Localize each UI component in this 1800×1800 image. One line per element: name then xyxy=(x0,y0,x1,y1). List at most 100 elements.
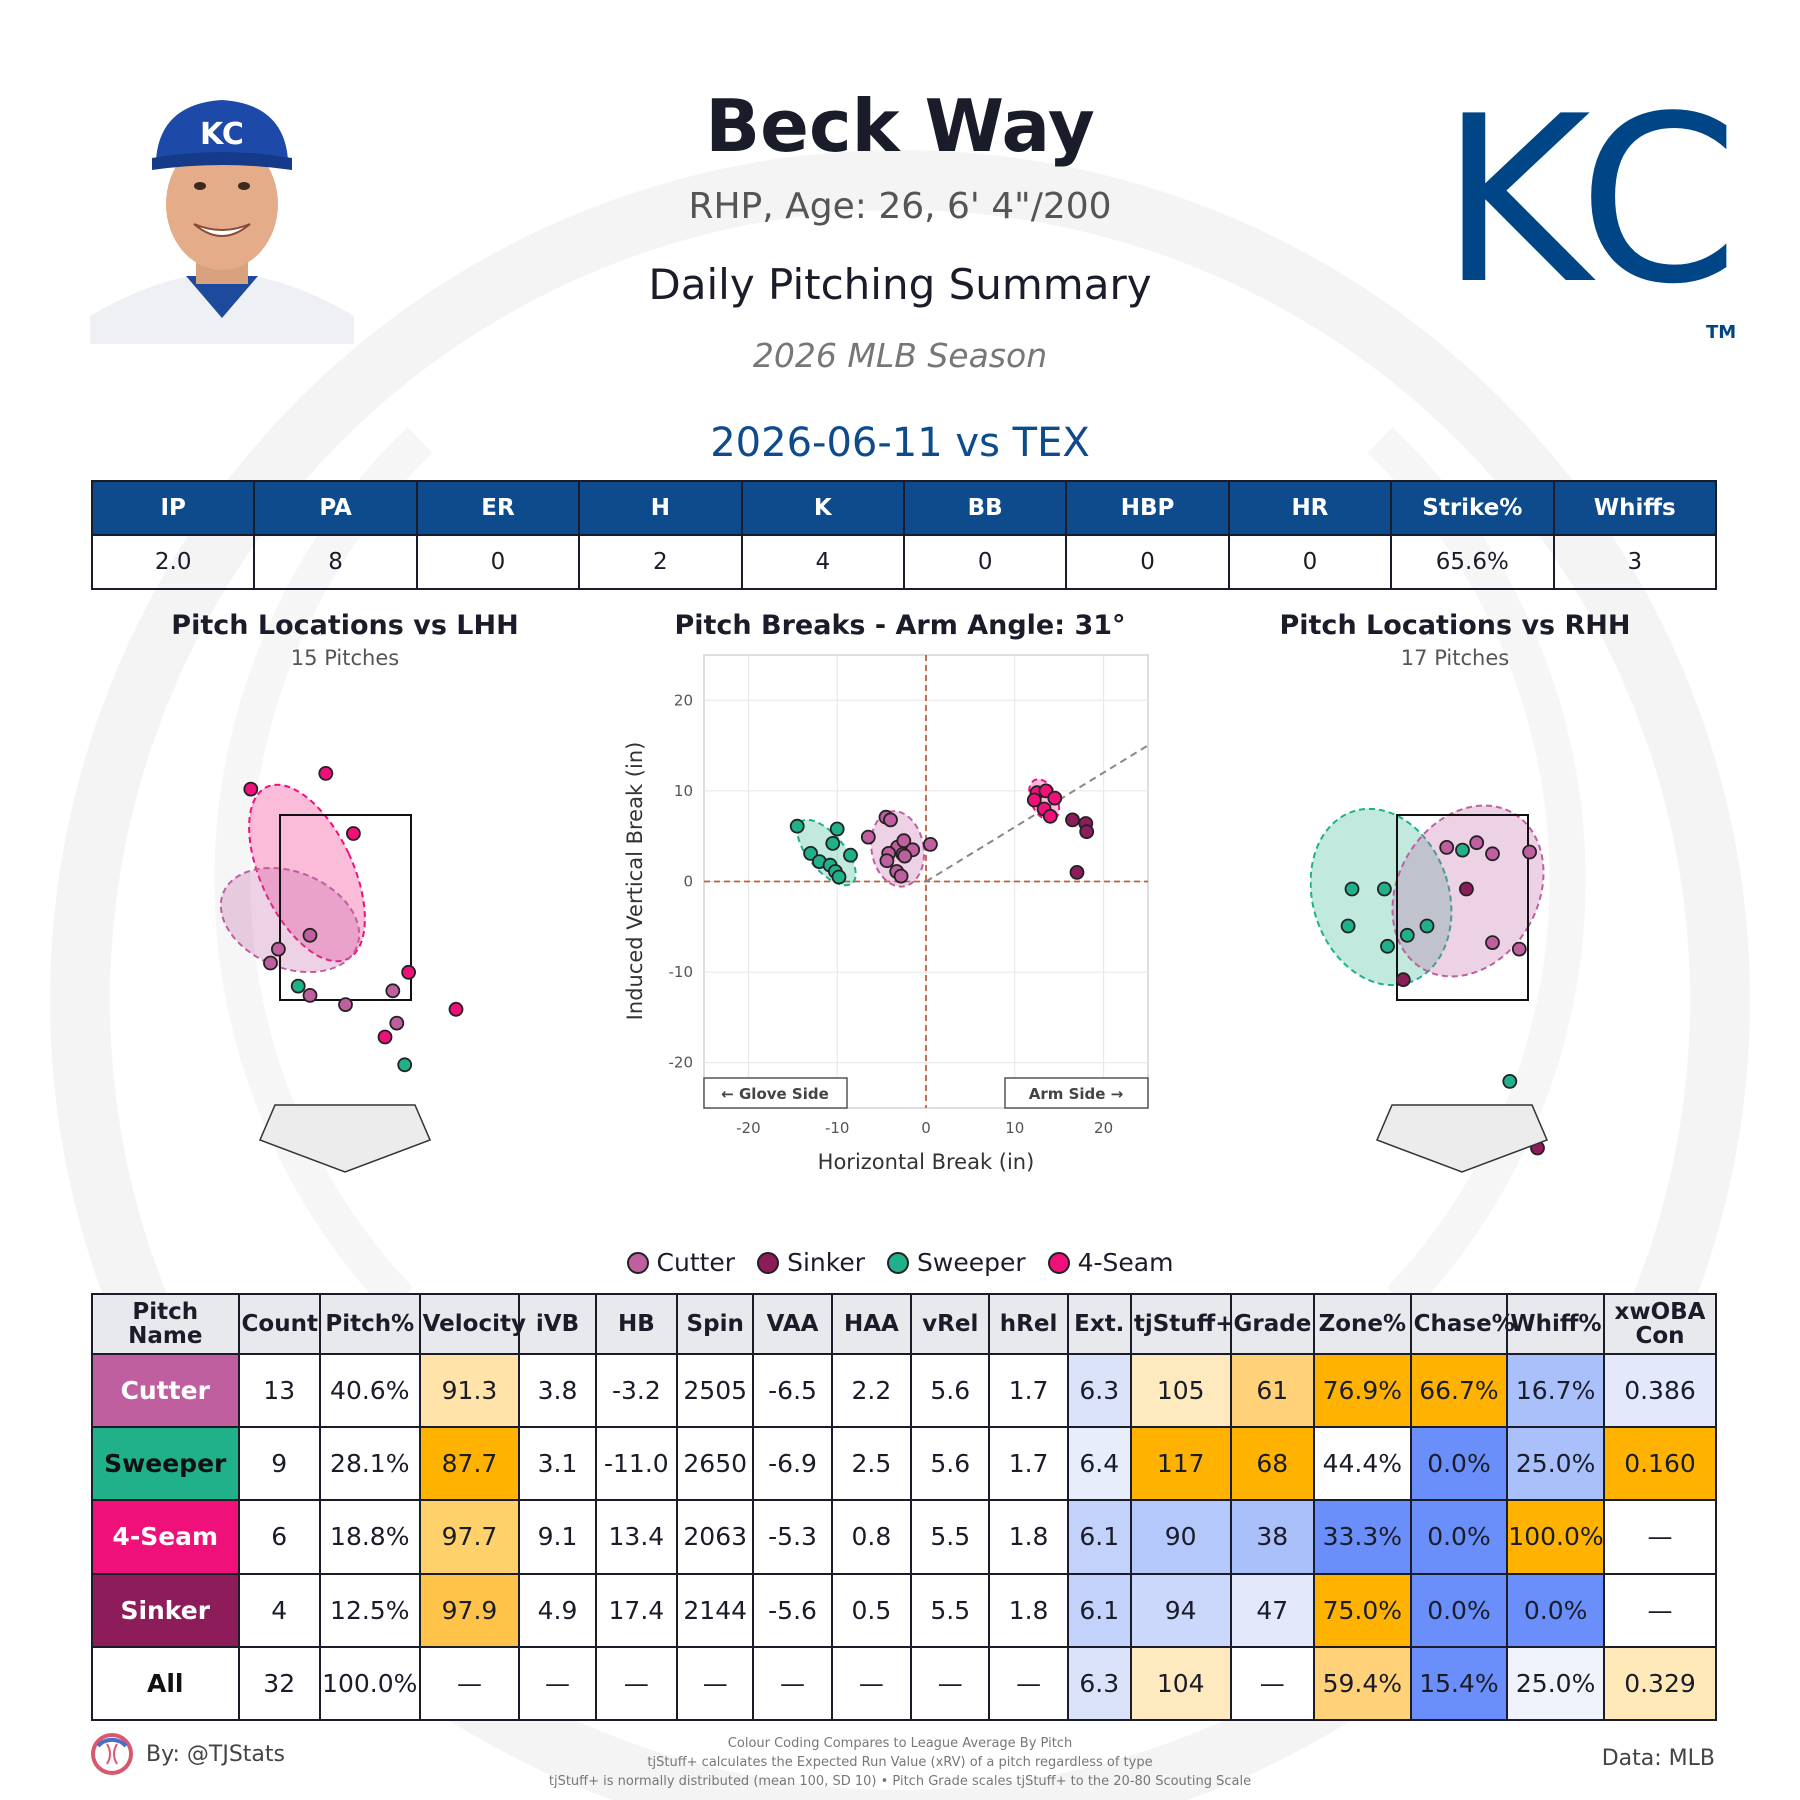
team-logo-letters: KC xyxy=(1440,80,1739,335)
table-cell: 33.3% xyxy=(1312,1499,1412,1575)
strike-zone xyxy=(1396,814,1529,1001)
game-stat-value: 65.6% xyxy=(1390,534,1555,590)
table-cell: 1.8 xyxy=(988,1572,1069,1648)
legend-label: Cutter xyxy=(656,1248,736,1277)
game-stat-value: 8 xyxy=(253,534,418,590)
break-chart-title: Pitch Breaks - Arm Angle: 31° xyxy=(674,610,1126,641)
pitch-break-point xyxy=(893,868,909,884)
table-cell: 1.7 xyxy=(988,1352,1069,1429)
game-stat-header: PA xyxy=(253,480,418,536)
table-cell: 40.6% xyxy=(318,1352,421,1429)
pitch-name-cell: All xyxy=(91,1645,240,1722)
pitch-break-point xyxy=(1047,790,1063,806)
footer-by-label: By: @TJStats xyxy=(146,1741,286,1767)
lhh-location-chart xyxy=(219,765,464,1173)
table-cell: 5.5 xyxy=(910,1572,991,1648)
table-cell: 0.0% xyxy=(1506,1572,1605,1648)
table-cell: 2.5 xyxy=(830,1426,913,1502)
table-cell: 47 xyxy=(1229,1572,1315,1648)
table-cell: — xyxy=(988,1645,1069,1722)
game-title: 2026-06-11 vs TEX xyxy=(710,420,1090,466)
table-cell: 16.7% xyxy=(1506,1352,1605,1429)
table-cell: — xyxy=(830,1645,913,1722)
table-cell: 100.0% xyxy=(318,1645,421,1722)
pitch-break-point xyxy=(1065,812,1080,828)
table-cell: 6.1 xyxy=(1066,1499,1132,1575)
footer-note-1: Colour Coding Compares to League Average… xyxy=(727,1736,1073,1751)
table-cell: 0.160 xyxy=(1602,1426,1718,1502)
footer-note-2: tjStuff+ calculates the Expected Run Val… xyxy=(647,1755,1153,1770)
pitch-table-header: Ext. xyxy=(1066,1293,1132,1355)
table-cell: 100.0% xyxy=(1506,1499,1605,1575)
legend-marker xyxy=(887,1251,909,1274)
pitch-break-point xyxy=(860,829,876,845)
pitch-table-header: Pitch Name xyxy=(91,1293,240,1355)
pitch-name-cell: Cutter xyxy=(91,1352,240,1429)
game-stat-value: 0 xyxy=(415,534,581,590)
table-cell: 2063 xyxy=(676,1499,755,1575)
pitch-break-point xyxy=(879,853,895,869)
pitch-location-point xyxy=(1458,881,1474,897)
pitch-location-point xyxy=(1380,938,1395,954)
table-cell: — xyxy=(1602,1572,1718,1648)
table-cell: 3.8 xyxy=(518,1352,597,1429)
pitch-location-point xyxy=(345,826,361,841)
table-cell: 2.2 xyxy=(830,1352,913,1429)
table-cell: 5.6 xyxy=(910,1352,991,1429)
game-stat-value: 3 xyxy=(1552,534,1718,590)
table-cell: 0.8 xyxy=(830,1499,913,1575)
pitch-location-point xyxy=(389,1015,405,1031)
table-cell: 4.9 xyxy=(518,1572,597,1648)
table-cell: 9 xyxy=(237,1426,321,1502)
pitch-break-point xyxy=(1042,808,1058,824)
table-cell: — xyxy=(910,1645,991,1722)
pitch-location-point xyxy=(243,781,259,797)
summary-title: Daily Pitching Summary xyxy=(648,260,1152,309)
pitch-location-point xyxy=(1439,840,1455,855)
table-cell: 28.1% xyxy=(318,1426,421,1502)
table-cell: 6 xyxy=(237,1499,321,1575)
pitch-table-header: Velocity xyxy=(418,1293,526,1355)
pitch-break-point xyxy=(922,836,938,852)
table-cell: 4 xyxy=(237,1572,321,1648)
table-cell: — xyxy=(518,1645,597,1722)
table-cell: 44.4% xyxy=(1312,1426,1412,1502)
table-cell: 87.7 xyxy=(418,1426,521,1502)
table-row: All 32 100.0% — — — — — — — —6.3 104—59.4% 15.4% 25.0… xyxy=(91,1645,1718,1722)
pitch-location-point xyxy=(1377,881,1392,897)
pitch-location-point xyxy=(318,765,334,781)
table-cell: — xyxy=(1229,1645,1315,1722)
trademark-mark: TM xyxy=(1706,322,1736,343)
table-cell: 0.0% xyxy=(1409,1426,1509,1502)
legend-item: Sinker xyxy=(757,1248,865,1277)
footer-notes: Colour Coding Compares to League Average… xyxy=(500,1734,1300,1791)
pitch-metrics-table: Pitch Name Count Pitch% Velocity iVB HB Spin VA… xyxy=(91,1293,1718,1722)
table-cell: 38 xyxy=(1229,1499,1315,1575)
table-cell: 12.5% xyxy=(318,1572,421,1648)
table-cell: -6.5 xyxy=(752,1352,833,1429)
table-cell: 2144 xyxy=(676,1572,755,1648)
table-cell: 6.4 xyxy=(1066,1426,1132,1502)
game-stat-value: 0 xyxy=(1065,534,1230,590)
pitch-location-point xyxy=(1485,935,1500,951)
game-stat-header: ER xyxy=(415,480,581,536)
pitch-break-point xyxy=(1069,864,1085,880)
pitch-location-point xyxy=(1502,1073,1518,1089)
team-logo: KC TM xyxy=(1440,80,1739,343)
game-stat-value: 4 xyxy=(740,534,905,590)
table-cell: 90 xyxy=(1129,1499,1232,1575)
table-cell: 59.4% xyxy=(1312,1645,1412,1722)
pitch-break-point xyxy=(829,821,845,837)
svg-text:Arm Side →: Arm Side → xyxy=(1029,1085,1124,1103)
game-stat-header: HBP xyxy=(1065,480,1230,536)
table-cell: 2505 xyxy=(676,1352,755,1429)
game-stat-header: HR xyxy=(1227,480,1393,536)
pitch-break-point xyxy=(843,847,858,863)
table-cell: 5.5 xyxy=(910,1499,991,1575)
pitch-location-point xyxy=(338,997,353,1013)
pitch-table-header: vRel xyxy=(910,1293,991,1355)
table-cell: 18.8% xyxy=(318,1499,421,1575)
pitch-name-cell: 4-Seam xyxy=(91,1499,240,1575)
pitch-location-point xyxy=(1522,844,1538,860)
player-info: RHP, Age: 26, 6' 4"/200 xyxy=(688,186,1112,227)
